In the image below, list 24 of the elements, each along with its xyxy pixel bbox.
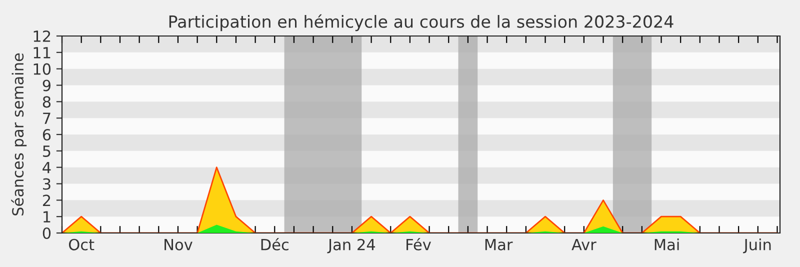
y-tick-label: 12	[34, 30, 50, 42]
y-tick-label: 11	[34, 47, 50, 58]
chart-title: Participation en hémicycle au cours de la session 2023-2024	[169, 14, 674, 32]
y-tick-label: 5	[43, 146, 50, 157]
x-tick-label: Juin	[743, 238, 771, 254]
x-tick-label: Mar	[485, 239, 513, 250]
y-tick-label: 8	[42, 96, 51, 108]
y-tick-label: 2	[42, 194, 50, 206]
x-tick-label: Nov	[164, 239, 192, 250]
y-axis-title: Séances par semaine	[11, 53, 27, 216]
x-tick-label: Déc	[261, 238, 288, 250]
x-tick-label: Jan 24	[327, 238, 376, 254]
y-tick-label: 10	[34, 63, 51, 75]
y-tick-label: 1	[44, 211, 50, 222]
y-tick-label: 6	[42, 128, 51, 141]
y-tick-label: 3	[43, 178, 50, 190]
y-tick-label: 9	[42, 80, 51, 92]
y-tick-label: 7	[43, 112, 50, 124]
x-tick-label: Oct	[68, 238, 94, 250]
x-tick-label: Mai	[654, 238, 679, 250]
y-tick-label: 0	[42, 227, 51, 240]
x-tick-label: Avr	[572, 239, 596, 250]
y-tick-label: 4	[42, 162, 51, 174]
x-tick-label: Fév	[406, 238, 431, 250]
